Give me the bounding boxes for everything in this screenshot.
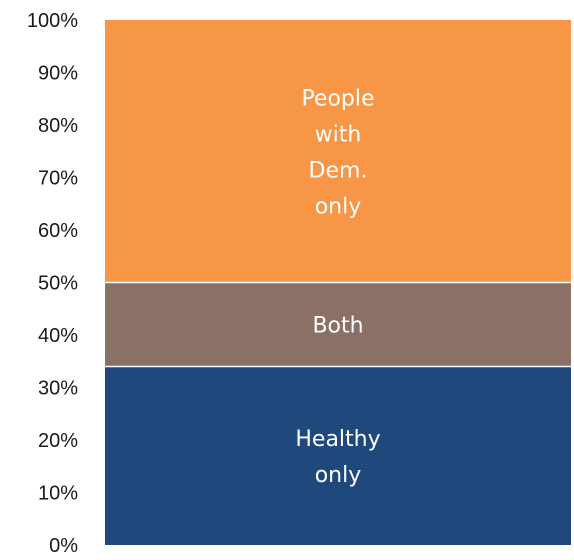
segment-label: Both <box>312 314 363 339</box>
y-tick-label: 40% <box>38 325 78 347</box>
y-tick-label: 20% <box>38 430 78 452</box>
y-tick-label: 90% <box>38 63 78 85</box>
y-tick-label: 50% <box>38 273 78 295</box>
segment-label: People with Dem. only <box>301 86 374 219</box>
y-tick-label: 80% <box>38 115 78 137</box>
bar-segment-people-with-dem-only <box>105 20 571 283</box>
segment-label-line: People <box>301 86 374 111</box>
bar-segment-healthy-only <box>105 366 571 545</box>
segment-label-line: only <box>315 463 362 488</box>
segment-label-line: Healthy <box>295 427 380 452</box>
segment-labels: Healthy only Both People with Dem. only <box>295 86 380 488</box>
y-tick-label: 0% <box>49 535 78 557</box>
y-axis: 0% 10% 20% 30% 40% 50% 60% 70% 80% 90% 100% <box>27 10 78 557</box>
y-tick-label: 10% <box>38 483 78 505</box>
stacked-bar <box>105 20 571 545</box>
y-tick-label: 60% <box>38 220 78 242</box>
y-tick-label: 30% <box>38 378 78 400</box>
segment-label-line: Dem. <box>309 158 368 183</box>
segment-label-line: Both <box>312 314 363 339</box>
segment-label-line: with <box>315 122 362 147</box>
y-tick-label: 100% <box>27 10 78 32</box>
bar-segment-both <box>105 282 571 367</box>
y-tick-label: 70% <box>38 168 78 190</box>
segment-label-line: only <box>315 194 362 219</box>
segment-label: Healthy only <box>295 427 380 488</box>
